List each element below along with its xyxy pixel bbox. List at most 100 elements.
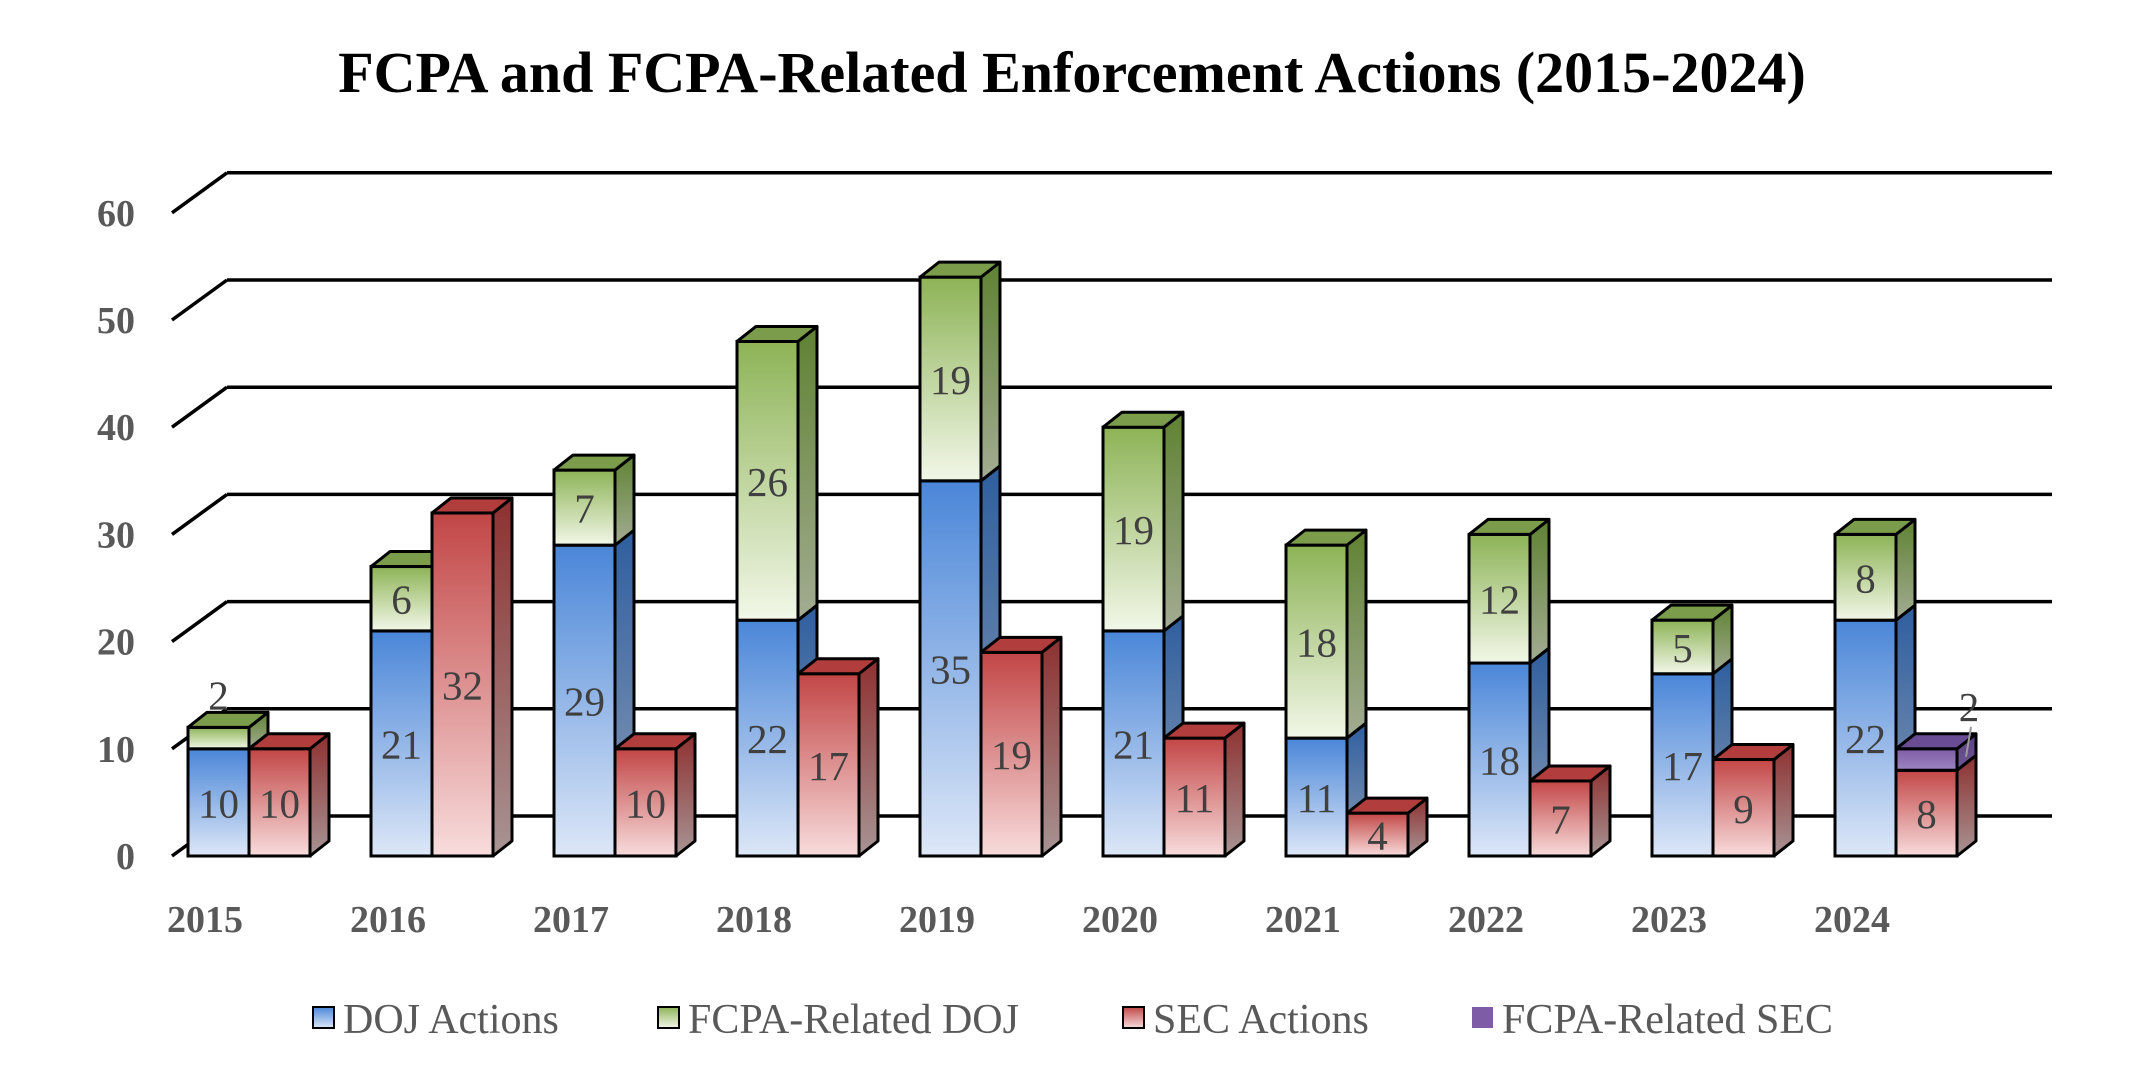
- gridline-connector: [170, 171, 229, 215]
- bar-top-fcpa-related-doj-2015: [186, 710, 270, 729]
- y-tick-label: 10: [97, 729, 135, 771]
- bar-sec-actions-2022: [1528, 779, 1593, 858]
- data-label-sec-actions-2019: 19: [991, 732, 1032, 778]
- data-label-doj-actions-2019: 35: [930, 646, 971, 692]
- bar-top-fcpa-related-sec-2024: [1894, 732, 1978, 751]
- x-tick-label: 2020: [1082, 899, 1158, 941]
- bar-doj-actions-2016: [369, 629, 434, 858]
- x-tick-label: 2018: [716, 899, 792, 941]
- bar-sec-actions-2023: [1711, 758, 1776, 858]
- data-label-doj-actions-2018: 22: [747, 716, 788, 762]
- bar-top-sec-actions-2019: [979, 635, 1063, 654]
- data-label-sec-actions-2017: 10: [625, 780, 666, 826]
- data-label-doj-actions-2021: 11: [1297, 775, 1336, 821]
- y-tick-label: 50: [97, 300, 135, 342]
- bar-top-fcpa-related-doj-2024: [1833, 517, 1917, 536]
- data-label-fcpa-related-sec-2024: 2: [1959, 684, 1980, 730]
- data-label-sec-actions-2016: 32: [442, 662, 483, 708]
- data-label-sec-actions-2018: 17: [808, 743, 849, 789]
- bar-fcpa-related-doj-2020: [1101, 425, 1166, 633]
- x-axis-ticks: 2015 2016 2017 2018 2019 2020 2021 2022 2023 2024: [167, 899, 1890, 941]
- bars: [186, 260, 1978, 858]
- bar-side-fcpa-related-doj-2020: [1162, 410, 1185, 633]
- bar-side-fcpa-related-doj-2018: [796, 324, 819, 622]
- bar-doj-actions-2024: [1833, 618, 1898, 858]
- y-tick-label: 40: [97, 407, 135, 449]
- bar-side-sec-actions-2024: [1955, 753, 1978, 858]
- bar-top-sec-actions-2016: [430, 496, 514, 515]
- y-tick-label: 20: [97, 622, 135, 664]
- bar-top-sec-actions-2018: [796, 657, 880, 676]
- bar-doj-actions-2022: [1467, 661, 1532, 858]
- data-label-doj-actions-2023: 17: [1662, 743, 1703, 789]
- bar-top-sec-actions-2017: [613, 732, 697, 751]
- gridline-connector: [170, 600, 229, 644]
- x-tick-label: 2024: [1814, 899, 1890, 941]
- bar-side-sec-actions-2023: [1772, 743, 1795, 858]
- legend-label: FCPA-Related SEC: [1502, 997, 1833, 1043]
- data-label-doj-actions-2024: 22: [1845, 716, 1886, 762]
- x-tick-label: 2019: [899, 899, 975, 941]
- bar-side-sec-actions-2018: [857, 657, 880, 858]
- x-tick-label: 2015: [167, 899, 243, 941]
- bar-top-sec-actions-2015: [247, 732, 331, 751]
- bar-top-sec-actions-2022: [1528, 764, 1612, 783]
- data-label-doj-actions-2016: 21: [381, 721, 422, 767]
- bar-side-sec-actions-2015: [308, 732, 331, 858]
- data-label-fcpa-related-doj-2023: 5: [1672, 625, 1693, 671]
- bar-sec-actions-2015: [247, 747, 312, 858]
- data-label-sec-actions-2020: 11: [1175, 775, 1214, 821]
- bar-top-fcpa-related-doj-2022: [1467, 517, 1551, 536]
- data-label-fcpa-related-doj-2022: 12: [1479, 577, 1520, 623]
- bar-sec-actions-2019: [979, 650, 1044, 858]
- y-tick-label: 30: [97, 514, 135, 556]
- bar-side-fcpa-related-doj-2022: [1528, 517, 1551, 665]
- bar-top-fcpa-related-doj-2023: [1650, 603, 1734, 622]
- gridline-connector: [170, 278, 229, 322]
- data-label-fcpa-related-doj-2018: 26: [747, 459, 788, 505]
- bar-fcpa-related-doj-2021: [1284, 543, 1349, 740]
- legend-swatch-doj-actions: [312, 1006, 335, 1029]
- legend: DOJ Actions FCPA-Related DOJ SEC Actions FC…: [312, 997, 1833, 1043]
- data-label-fcpa-related-doj-2024: 8: [1855, 555, 1876, 601]
- data-label-fcpa-related-doj-2015: 2: [208, 672, 229, 718]
- bar-fcpa-related-sec-2024: [1894, 747, 1959, 772]
- bar-top-sec-actions-2020: [1162, 721, 1246, 740]
- bar-side-sec-actions-2016: [491, 496, 514, 858]
- bar-side-sec-actions-2017: [674, 732, 697, 858]
- y-tick-label: 60: [97, 193, 135, 235]
- data-label-fcpa-related-doj-2019: 19: [930, 357, 971, 403]
- y-axis-ticks: 0 10 20 30 40 50 60: [97, 193, 135, 878]
- data-label-fcpa-related-doj-2016: 6: [391, 577, 412, 623]
- gridline-connector: [170, 385, 229, 429]
- bar-top-fcpa-related-doj-2020: [1101, 410, 1185, 429]
- chart-title: FCPA and FCPA-Related Enforcement Action…: [338, 40, 1806, 105]
- bar-doj-actions-2019: [918, 479, 983, 858]
- data-label-sec-actions-2015: 10: [259, 780, 300, 826]
- bar-top-fcpa-related-doj-2019: [918, 260, 1002, 279]
- bar-top-fcpa-related-doj-2021: [1284, 528, 1368, 547]
- y-tick-label: 0: [116, 836, 135, 878]
- bar-doj-actions-2018: [735, 618, 800, 858]
- legend-swatch-fcpa-related-doj: [657, 1006, 680, 1029]
- legend-swatch-sec-actions: [1122, 1006, 1145, 1029]
- bar-side-fcpa-related-doj-2024: [1894, 517, 1917, 622]
- gridline-connector: [170, 492, 229, 536]
- bar-top-sec-actions-2021: [1345, 796, 1429, 815]
- bar-sec-actions-2020: [1162, 736, 1227, 858]
- data-label-leader: [1965, 726, 1972, 757]
- data-label-sec-actions-2022: 7: [1550, 796, 1571, 842]
- x-tick-label: 2016: [350, 899, 426, 941]
- x-tick-label: 2017: [533, 899, 609, 941]
- bar-side-fcpa-related-doj-2019: [979, 260, 1002, 483]
- data-label-sec-actions-2023: 9: [1733, 786, 1754, 832]
- bar-top-sec-actions-2023: [1711, 743, 1795, 762]
- bar-side-sec-actions-2020: [1223, 721, 1246, 858]
- legend-label: FCPA-Related DOJ: [688, 997, 1019, 1043]
- bar-sec-actions-2017: [613, 747, 678, 858]
- data-label-doj-actions-2017: 29: [564, 679, 605, 725]
- bar-side-sec-actions-2019: [1040, 635, 1063, 858]
- bar-fcpa-related-doj-2015: [186, 725, 251, 751]
- bar-top-fcpa-related-doj-2018: [735, 324, 819, 343]
